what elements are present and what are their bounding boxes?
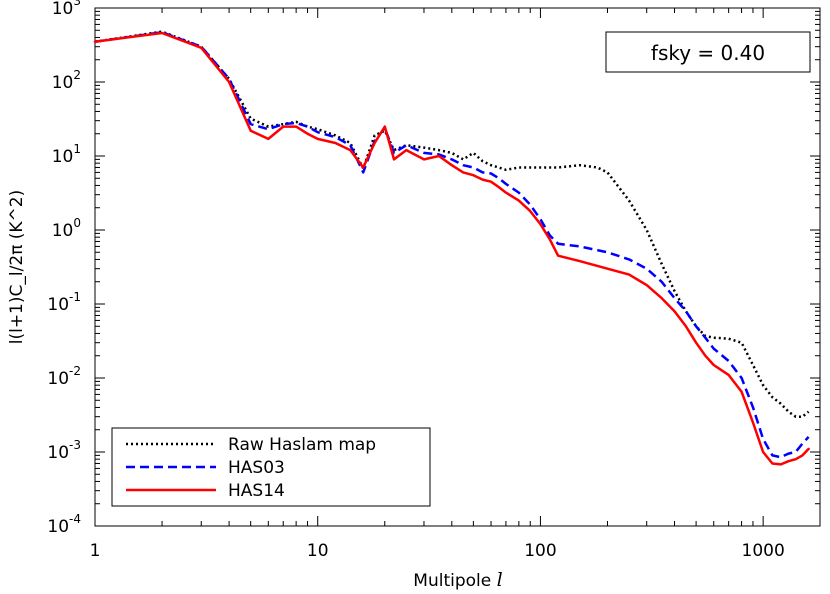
y-tick-exponent: 2 [73, 68, 81, 82]
plot-frame [94, 7, 821, 527]
fsky-label: fsky = 0.40 [651, 41, 765, 65]
legend-label-raw-haslam: Raw Haslam map [228, 435, 376, 455]
y-tick-label: 10-3 [47, 438, 81, 463]
y-tick-base: 10 [52, 0, 74, 19]
y-tick-label: 10-1 [47, 290, 81, 315]
y-tick-base: 10 [47, 369, 69, 389]
x-axis-label-symbol: l [497, 569, 503, 591]
x-axis-label: Multipole l [413, 569, 502, 591]
y-tick-label: 101 [52, 142, 81, 167]
series-line-raw-haslam-map [94, 30, 810, 418]
y-tick-exponent: 3 [73, 0, 81, 8]
legend-box [111, 427, 431, 507]
series-lines [93, 30, 810, 466]
y-tick-exponent: -1 [69, 290, 81, 304]
y-tick-label: 102 [52, 68, 81, 93]
y-tick-exponent: 1 [73, 142, 81, 156]
y-tick-base: 10 [52, 221, 74, 241]
y-tick-base: 10 [52, 147, 74, 167]
legend-label-has03: HAS03 [228, 458, 285, 478]
x-tick-label: 1000 [742, 541, 785, 561]
legend: Raw Haslam map HAS03 HAS14 [111, 427, 431, 507]
series-line-has03 [94, 31, 810, 459]
y-axis-label: l(l+1)C_l/2π (K^2) [7, 190, 27, 345]
y-tick-exponent: -3 [69, 438, 81, 452]
y-tick-base: 10 [47, 517, 69, 537]
fsky-box [605, 31, 811, 73]
axes [94, 7, 821, 527]
fsky-annotation: fsky = 0.40 [605, 31, 811, 73]
x-tick-label: 1 [90, 541, 101, 561]
series-line-has14 [93, 31, 810, 466]
y-tick-label: 10-2 [47, 364, 81, 389]
x-tick-label: 100 [524, 541, 556, 561]
y-tick-base: 10 [47, 295, 69, 315]
y-tick-label: 100 [52, 216, 81, 241]
y-tick-exponent: -2 [69, 364, 81, 378]
y-tick-label: 103 [52, 0, 81, 19]
y-tick-exponent: -4 [69, 512, 81, 526]
legend-label-has14: HAS14 [228, 481, 285, 501]
y-tick-label: 10-4 [47, 512, 81, 537]
x-axis-label-text: Multipole [413, 571, 496, 591]
y-tick-exponent: 0 [73, 216, 81, 230]
y-tick-base: 10 [52, 73, 74, 93]
x-tick-label: 10 [307, 541, 329, 561]
y-tick-base: 10 [47, 443, 69, 463]
